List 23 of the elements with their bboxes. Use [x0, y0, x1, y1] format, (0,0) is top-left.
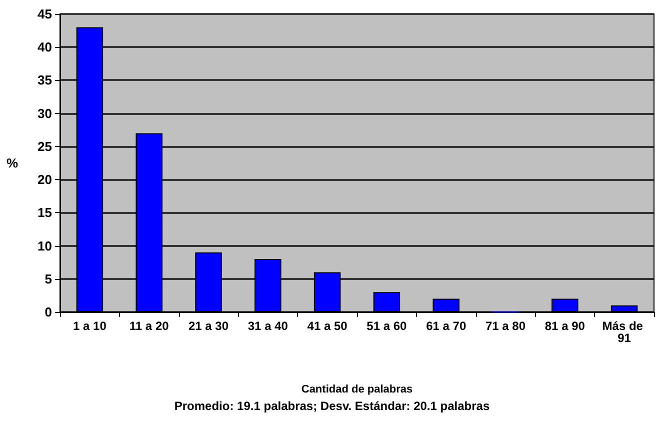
y-tick-label: 30 [38, 106, 52, 121]
x-tick-label: 21 a 30 [188, 319, 229, 333]
text: Promedio: 19.1 palabras; Desv. Estándar: 20.1 palabras [174, 399, 490, 413]
y-tick-label: 35 [38, 72, 52, 88]
x-tick-label: 11 a 20 [129, 319, 170, 333]
y-tick-label: 25 [38, 138, 52, 154]
x-tick-label: 81 a 90 [544, 319, 586, 333]
x-tick-label: Más de 91 [602, 319, 646, 345]
y-tick-label: 45 [38, 6, 52, 22]
x-tick-label: 71 a 80 [485, 319, 526, 333]
y-tick-label: 20 [38, 172, 52, 188]
x-tick-label: 31 a 40 [248, 319, 288, 333]
x-tick-label: 61 a 70 [426, 319, 466, 333]
x-tick-label: 41 a 50 [307, 319, 348, 333]
x-axis-title: Cantidad de palabras [301, 384, 413, 396]
y-tick-label: 10 [38, 238, 52, 254]
y-axis-title: % [6, 156, 18, 170]
y-tick-label: 15 [38, 205, 52, 220]
y-tick-label: 0 [44, 304, 52, 320]
x-tick-label: 51 a 60 [366, 319, 408, 333]
y-tick-label: 40 [38, 40, 52, 55]
y-tick-label: 5 [44, 271, 52, 286]
x-tick-label: 1 a 10 [73, 319, 107, 333]
